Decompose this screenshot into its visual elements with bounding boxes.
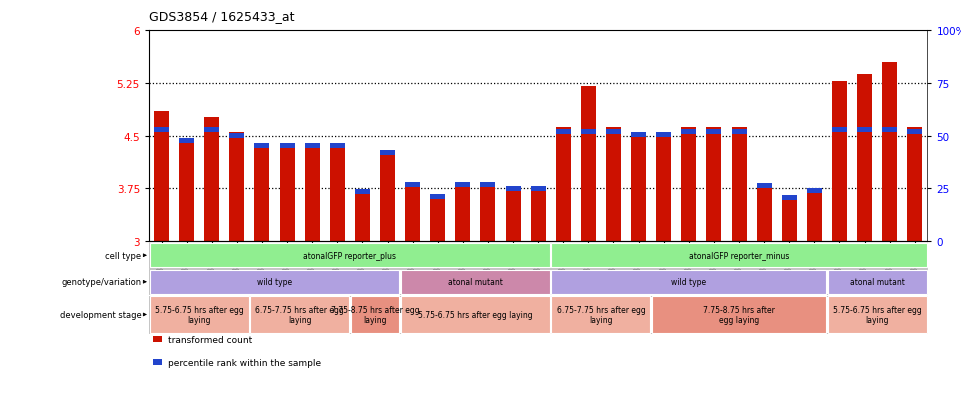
Bar: [355, 191, 370, 242]
Bar: [204, 128, 219, 133]
Bar: [530, 187, 546, 242]
Bar: [555, 129, 571, 134]
Bar: [807, 188, 822, 193]
Bar: [505, 187, 521, 242]
Text: percentile rank within the sample: percentile rank within the sample: [168, 358, 321, 367]
Bar: [280, 144, 295, 149]
Bar: [431, 195, 445, 199]
Bar: [530, 186, 546, 191]
Bar: [480, 183, 496, 188]
Bar: [807, 189, 822, 242]
Text: atonal mutant: atonal mutant: [850, 278, 904, 287]
Bar: [480, 183, 496, 242]
Bar: [380, 151, 395, 156]
Text: atonalGFP reporter_minus: atonalGFP reporter_minus: [689, 251, 789, 260]
Text: atonalGFP reporter_plus: atonalGFP reporter_plus: [304, 251, 396, 260]
Bar: [431, 196, 445, 242]
Bar: [255, 143, 269, 242]
Bar: [656, 133, 671, 242]
Bar: [706, 128, 722, 242]
Text: 5.75-6.75 hrs after egg laying: 5.75-6.75 hrs after egg laying: [418, 310, 532, 319]
Bar: [656, 133, 671, 138]
Bar: [781, 196, 797, 201]
Text: 7.75-8.75 hrs after
egg laying: 7.75-8.75 hrs after egg laying: [703, 305, 775, 324]
Bar: [456, 183, 470, 188]
Bar: [756, 184, 772, 242]
Text: atonal mutant: atonal mutant: [448, 278, 503, 287]
Bar: [330, 145, 345, 242]
Bar: [555, 128, 571, 242]
Text: 5.75-6.75 hrs after egg
laying: 5.75-6.75 hrs after egg laying: [155, 305, 243, 324]
Bar: [154, 112, 169, 242]
Bar: [681, 128, 697, 242]
Bar: [179, 138, 194, 143]
Text: genotype/variation: genotype/variation: [62, 278, 141, 287]
Text: GDS3854 / 1625433_at: GDS3854 / 1625433_at: [149, 10, 294, 23]
Bar: [305, 144, 320, 149]
Bar: [230, 133, 244, 242]
Bar: [606, 129, 621, 134]
Text: wild type: wild type: [257, 278, 292, 287]
Bar: [706, 129, 722, 134]
Bar: [456, 183, 470, 242]
Bar: [857, 128, 873, 133]
Bar: [580, 129, 596, 134]
Bar: [606, 128, 621, 242]
Bar: [882, 128, 898, 133]
Bar: [832, 82, 847, 242]
Bar: [255, 143, 269, 148]
Bar: [907, 128, 923, 242]
Bar: [731, 129, 747, 134]
Text: 7.75-8.75 hrs after egg
laying: 7.75-8.75 hrs after egg laying: [331, 305, 419, 324]
Text: wild type: wild type: [671, 278, 706, 287]
Text: development stage: development stage: [60, 310, 141, 319]
Bar: [305, 145, 320, 242]
Bar: [832, 128, 847, 133]
Bar: [731, 128, 747, 242]
Text: 6.75-7.75 hrs after egg
laying: 6.75-7.75 hrs after egg laying: [556, 305, 645, 324]
Bar: [857, 74, 873, 242]
Bar: [882, 63, 898, 242]
Bar: [154, 128, 169, 133]
Bar: [631, 133, 646, 242]
Bar: [505, 186, 521, 191]
Bar: [230, 133, 244, 138]
Bar: [204, 117, 219, 242]
Bar: [355, 190, 370, 195]
Bar: [406, 183, 420, 188]
Bar: [280, 145, 295, 242]
Bar: [631, 133, 646, 138]
Bar: [580, 87, 596, 242]
Bar: [330, 144, 345, 149]
Text: transformed count: transformed count: [168, 335, 253, 344]
Text: 6.75-7.75 hrs after egg
laying: 6.75-7.75 hrs after egg laying: [256, 305, 344, 324]
Bar: [179, 140, 194, 242]
Text: 5.75-6.75 hrs after egg
laying: 5.75-6.75 hrs after egg laying: [833, 305, 922, 324]
Bar: [681, 129, 697, 134]
Bar: [781, 196, 797, 242]
Text: cell type: cell type: [105, 251, 141, 260]
Bar: [406, 183, 420, 242]
Bar: [756, 184, 772, 189]
Bar: [380, 152, 395, 242]
Bar: [907, 129, 923, 134]
